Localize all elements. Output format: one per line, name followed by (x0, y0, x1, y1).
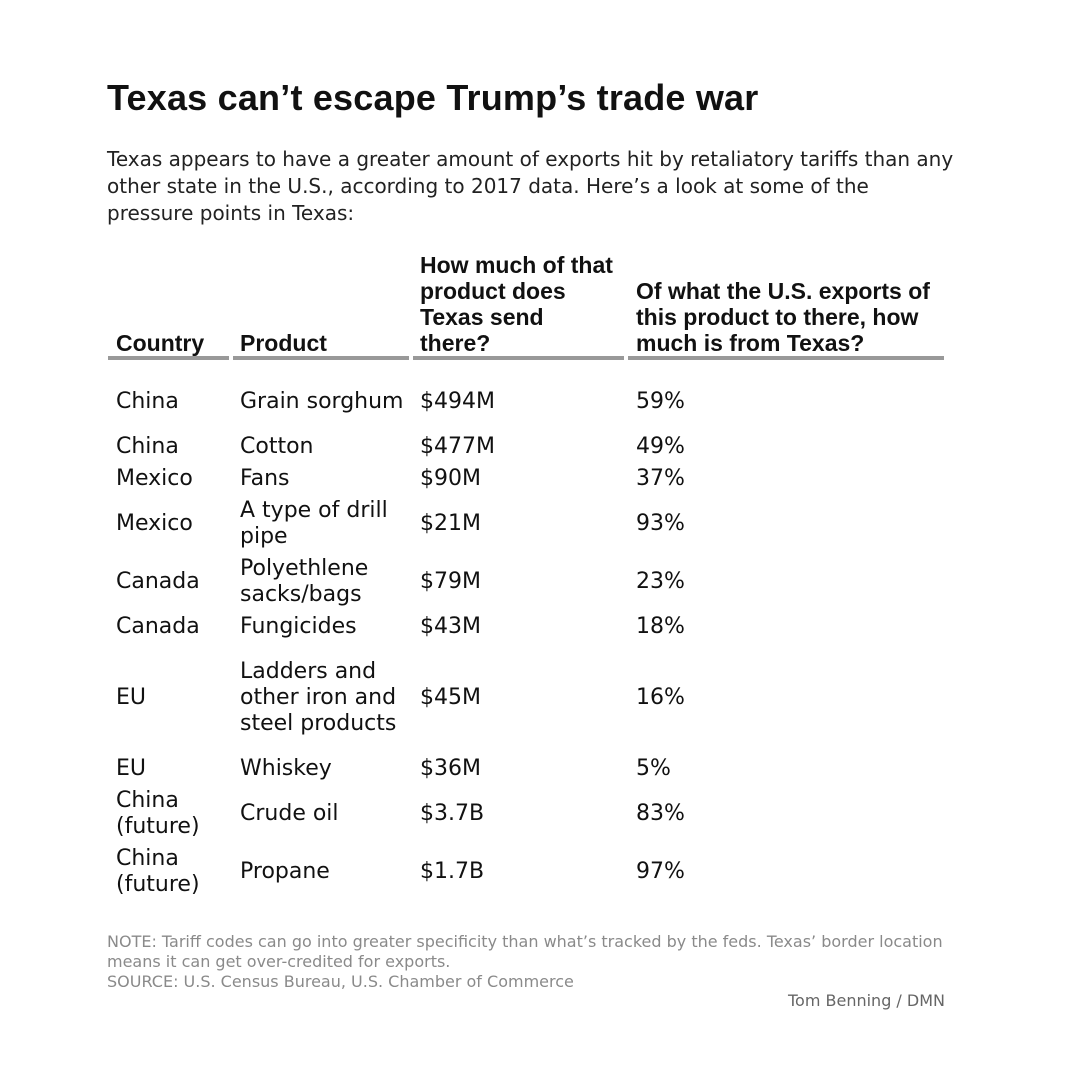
cell-product: Cotton (240, 434, 314, 459)
table-row: Canada Polyethlene sacks/bags $79M 23% (0, 556, 1092, 608)
cell-share: 59% (636, 389, 685, 414)
table-row: China Grain sorghum $494M 59% (0, 376, 1092, 428)
cell-product: Propane (240, 859, 330, 884)
table-row: China Cotton $477M 49% (0, 434, 1092, 460)
table-row: China (future) Crude oil $3.7B 83% (0, 788, 1092, 840)
cell-product: Whiskey (240, 756, 332, 781)
cell-share: 23% (636, 569, 685, 594)
cell-amount: $36M (420, 756, 481, 781)
table-row: Canada Fungicides $43M 18% (0, 614, 1092, 640)
cell-amount: $45M (420, 685, 481, 710)
credit-line: Tom Benning / DMN (787, 991, 945, 1010)
header-country: Country (116, 330, 205, 356)
cell-product: Ladders and other iron and steel product… (240, 659, 397, 736)
table-row: Mexico Fans $90M 37% (0, 466, 1092, 492)
header-rule-share (628, 356, 944, 360)
cell-amount: $79M (420, 569, 481, 594)
header-rule-product (233, 356, 409, 360)
cell-share: 18% (636, 614, 685, 639)
cell-product: Fungicides (240, 614, 357, 639)
cell-amount: $43M (420, 614, 481, 639)
source-text: SOURCE: U.S. Census Bureau, U.S. Chamber… (107, 972, 574, 991)
cell-share: 37% (636, 466, 685, 491)
cell-country: China (future) (116, 788, 200, 839)
note-text: NOTE: Tariff codes can go into greater s… (107, 932, 943, 971)
header-product: Product (240, 330, 327, 356)
footnote: NOTE: Tariff codes can go into greater s… (107, 932, 967, 992)
cell-country: Mexico (116, 511, 193, 536)
page-title: Texas can’t escape Trump’s trade war (107, 77, 759, 118)
cell-share: 93% (636, 511, 685, 536)
table-row: Mexico A type of drill pipe $21M 93% (0, 498, 1092, 550)
cell-product: A type of drill pipe (240, 498, 388, 549)
cell-product: Crude oil (240, 801, 339, 826)
cell-country: Canada (116, 569, 200, 594)
header-rule-country (108, 356, 229, 360)
cell-country: Mexico (116, 466, 193, 491)
cell-amount: $494M (420, 389, 495, 414)
cell-amount: $3.7B (420, 801, 485, 826)
cell-country: China (116, 389, 179, 414)
cell-share: 49% (636, 434, 685, 459)
cell-amount: $90M (420, 466, 481, 491)
cell-amount: $21M (420, 511, 481, 536)
cell-product: Fans (240, 466, 290, 491)
cell-amount: $1.7B (420, 859, 485, 884)
cell-country: EU (116, 685, 147, 710)
cell-share: 16% (636, 685, 685, 710)
table-row: China (future) Propane $1.7B 97% (0, 846, 1092, 898)
cell-country: China (116, 434, 179, 459)
intro-text: Texas appears to have a greater amount o… (107, 147, 954, 225)
cell-share: 5% (636, 756, 671, 781)
cell-country: EU (116, 756, 147, 781)
cell-share: 83% (636, 801, 685, 826)
cell-amount: $477M (420, 434, 495, 459)
table-row: EU Whiskey $36M 5% (0, 756, 1092, 782)
cell-share: 97% (636, 859, 685, 884)
cell-product: Grain sorghum (240, 389, 404, 414)
cell-country: China (future) (116, 846, 200, 897)
header-share: Of what the U.S. exports of this product… (636, 278, 930, 356)
cell-product: Polyethlene sacks/bags (240, 556, 369, 607)
header-rule-amount (413, 356, 624, 360)
cell-country: Canada (116, 614, 200, 639)
header-amount: How much of that product does Texas send… (420, 252, 613, 356)
table-row: EU Ladders and other iron and steel produ… (0, 646, 1092, 750)
